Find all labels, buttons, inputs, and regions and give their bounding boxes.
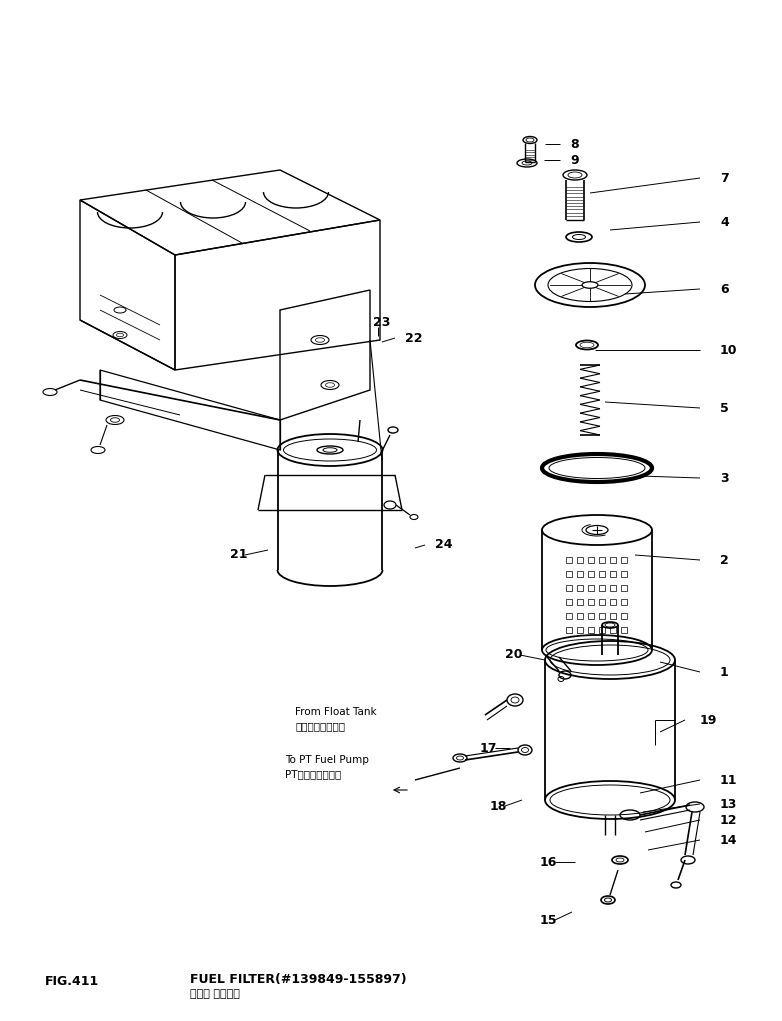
Bar: [588, 627, 594, 633]
Text: 5: 5: [720, 401, 729, 415]
Bar: [588, 585, 594, 591]
Bar: [566, 571, 572, 577]
Text: 23: 23: [373, 315, 390, 329]
Text: 18: 18: [490, 799, 508, 813]
Text: From Float Tank: From Float Tank: [295, 707, 377, 717]
Text: 7: 7: [720, 172, 729, 185]
Bar: [577, 557, 583, 563]
Text: 11: 11: [720, 774, 737, 786]
Bar: [599, 557, 605, 563]
Text: 10: 10: [720, 343, 737, 356]
Text: 4: 4: [720, 215, 729, 229]
Text: フェル フィルタ: フェル フィルタ: [190, 989, 240, 999]
Text: FUEL FILTER(#139849-155897): FUEL FILTER(#139849-155897): [190, 973, 407, 986]
Bar: [599, 571, 605, 577]
Bar: [621, 557, 627, 563]
Text: PTフェルポンプへ: PTフェルポンプへ: [285, 769, 341, 779]
Bar: [566, 557, 572, 563]
Text: 21: 21: [230, 548, 247, 562]
Text: 15: 15: [540, 914, 558, 926]
Text: 24: 24: [435, 538, 453, 551]
Text: 2: 2: [720, 553, 729, 567]
Text: To PT Fuel Pump: To PT Fuel Pump: [285, 755, 369, 765]
Text: 14: 14: [720, 833, 737, 846]
Text: 17: 17: [480, 741, 497, 755]
Text: FIG.411: FIG.411: [45, 975, 99, 988]
Bar: [610, 599, 616, 605]
Bar: [610, 585, 616, 591]
Bar: [588, 557, 594, 563]
Bar: [566, 627, 572, 633]
Text: 3: 3: [720, 472, 729, 485]
Text: 1: 1: [720, 666, 729, 679]
Bar: [610, 557, 616, 563]
Text: 13: 13: [720, 797, 737, 811]
Bar: [577, 599, 583, 605]
Bar: [610, 627, 616, 633]
Bar: [577, 571, 583, 577]
Bar: [621, 627, 627, 633]
Text: 8: 8: [570, 138, 579, 150]
Bar: [610, 571, 616, 577]
Bar: [621, 599, 627, 605]
Bar: [588, 571, 594, 577]
Bar: [577, 627, 583, 633]
Bar: [588, 613, 594, 619]
Bar: [621, 571, 627, 577]
Text: フロータンクから: フロータンクから: [295, 721, 345, 731]
Bar: [599, 627, 605, 633]
Bar: [621, 613, 627, 619]
Bar: [599, 613, 605, 619]
Bar: [610, 613, 616, 619]
Bar: [577, 613, 583, 619]
Text: 16: 16: [540, 856, 558, 869]
Bar: [566, 599, 572, 605]
Text: 22: 22: [405, 332, 422, 344]
Bar: [599, 599, 605, 605]
Bar: [577, 585, 583, 591]
Text: 9: 9: [570, 153, 579, 166]
Bar: [588, 599, 594, 605]
Text: 6: 6: [720, 283, 729, 295]
Bar: [621, 585, 627, 591]
Text: 12: 12: [720, 814, 737, 827]
Bar: [599, 585, 605, 591]
Text: 19: 19: [700, 714, 717, 727]
Bar: [566, 585, 572, 591]
Text: 20: 20: [505, 648, 522, 662]
Bar: [566, 613, 572, 619]
